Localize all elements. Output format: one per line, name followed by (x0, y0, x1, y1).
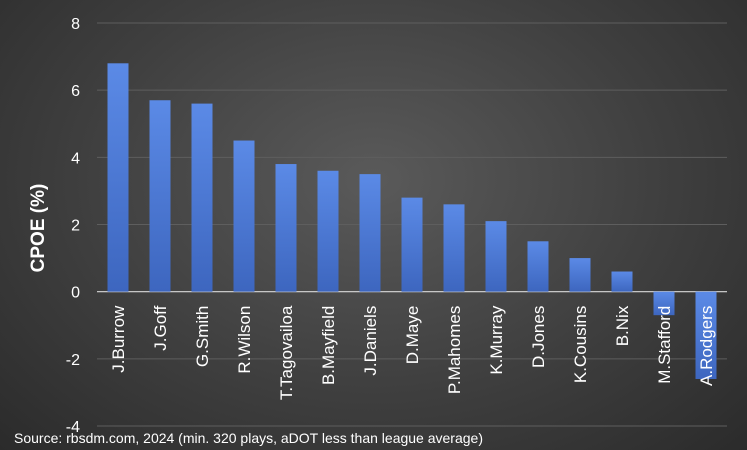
y-tick-label: 2 (71, 218, 80, 235)
category-label: K.Murray (487, 305, 506, 374)
bar-a-rodgers (695, 291, 717, 379)
category-label: G.Smith (193, 306, 212, 367)
bar-t-tagovailoa (275, 164, 297, 292)
category-label: J.Goff (151, 305, 170, 350)
bar-d-maye (401, 197, 423, 292)
category-label: J.Daniels (361, 306, 380, 376)
y-tick-label: -2 (66, 352, 80, 369)
bar-k-murray (485, 221, 507, 292)
bar-j-goff (149, 100, 171, 292)
y-tick-label: 6 (71, 83, 80, 100)
y-tick-label: 8 (71, 16, 80, 33)
bars (107, 63, 717, 379)
category-label: J.Burrow (109, 305, 128, 373)
y-tick-label: 0 (71, 285, 80, 302)
bar-j-burrow (107, 63, 129, 292)
category-label: B.Nix (613, 305, 632, 346)
bar-b-mayfield (317, 170, 339, 292)
category-label: K.Cousins (571, 306, 590, 383)
bar-p-mahomes (443, 204, 465, 292)
category-label: A.Rodgers (697, 306, 716, 386)
y-axis-title: CPOE (%) (28, 184, 49, 273)
category-label: B.Mayfield (319, 306, 338, 385)
category-label: T.Tagovailoa (277, 305, 296, 400)
bar-m-stafford (653, 291, 675, 316)
bar-b-nix (611, 271, 633, 292)
bar-k-cousins (569, 258, 591, 292)
bar-d-jones (527, 241, 549, 292)
category-label: M.Stafford (655, 306, 674, 384)
y-axis-ticks: -4 -2 0 2 4 6 8 (66, 16, 80, 436)
category-labels: J.Burrow J.Goff G.Smith R.Wilson T.Tagovailo… (109, 305, 716, 400)
y-tick-label: -4 (66, 419, 80, 436)
category-label: D.Maye (403, 306, 422, 365)
source-note: Source: rbsdm.com, 2024 (min. 320 plays,… (14, 430, 483, 446)
category-label: P.Mahomes (445, 306, 464, 395)
category-label: D.Jones (529, 306, 548, 368)
bar-j-daniels (359, 174, 381, 292)
category-label: R.Wilson (235, 306, 254, 374)
bar-g-smith (191, 103, 213, 292)
y-tick-label: 4 (71, 150, 80, 167)
bar-r-wilson (233, 140, 255, 292)
